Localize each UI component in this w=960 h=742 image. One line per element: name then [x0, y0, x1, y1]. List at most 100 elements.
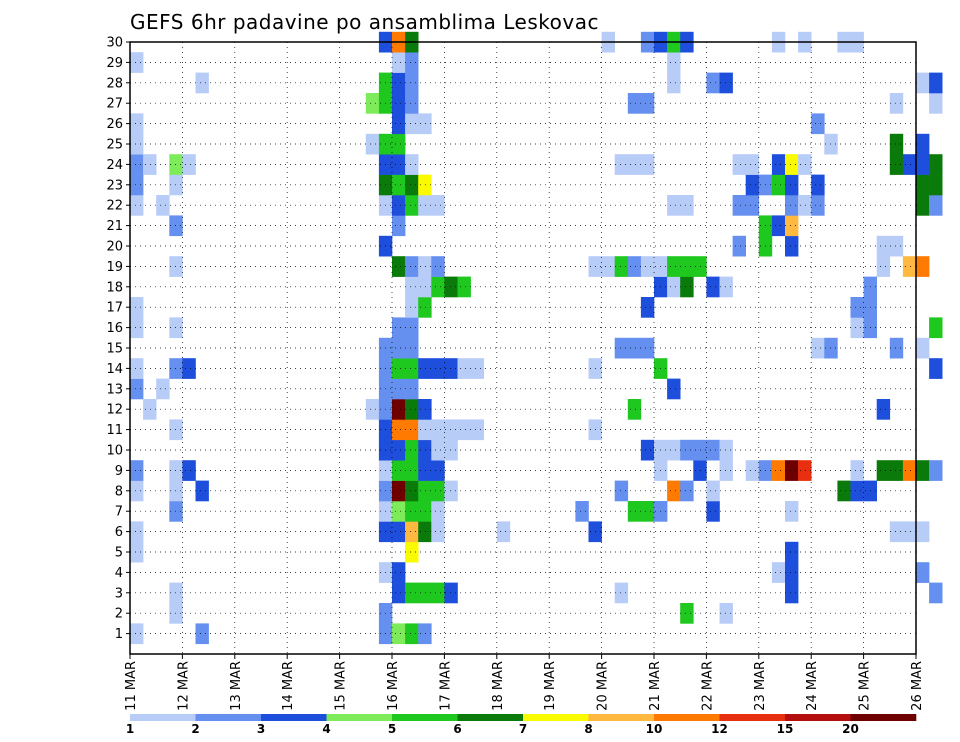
heatmap-cell — [444, 480, 458, 502]
y-tick-label: 6 — [115, 525, 123, 540]
heatmap-cell — [889, 337, 904, 359]
heatmap-cell — [785, 501, 799, 522]
dotted-grid — [130, 41, 916, 654]
heatmap-cell — [811, 195, 825, 216]
heatmap-cell — [601, 256, 615, 277]
heatmap-cell — [680, 276, 694, 298]
heatmap-cell — [837, 480, 851, 502]
heatmap-cell — [130, 113, 144, 135]
heatmap-cell — [405, 174, 419, 196]
heatmap-cell — [392, 378, 406, 400]
heatmap-cell — [365, 133, 380, 155]
heatmap-cell — [392, 113, 406, 135]
heatmap-cell — [418, 297, 432, 318]
heatmap-cell — [405, 72, 419, 94]
heatmap-cell — [706, 439, 720, 461]
y-axis: 1234567891011121314151617181920212223242… — [106, 36, 130, 642]
heatmap-cell — [627, 93, 642, 114]
heatmap-cell — [392, 623, 406, 645]
heatmap-cell — [732, 154, 746, 175]
heatmap-cell — [130, 541, 144, 563]
heatmap-cell — [130, 52, 144, 73]
heatmap-cell — [392, 52, 406, 73]
heatmap-cell — [405, 297, 419, 318]
colorbar-tick-label: 15 — [777, 722, 794, 736]
heatmap-cell — [392, 154, 406, 175]
heatmap-cell — [130, 297, 144, 318]
x-tick-label: 25 MAR — [858, 661, 873, 711]
y-tick-label: 30 — [106, 36, 123, 51]
heatmap-cell — [392, 256, 406, 277]
heatmap-cell — [876, 235, 891, 257]
y-tick-label: 7 — [115, 505, 123, 520]
heatmap-cell — [916, 521, 930, 543]
heatmap-cell — [667, 480, 681, 502]
heatmap-cell — [680, 256, 694, 277]
y-tick-label: 3 — [115, 586, 123, 601]
heatmap-cell — [130, 154, 144, 175]
heatmap-cell — [916, 195, 930, 216]
heatmap-cell — [392, 72, 406, 94]
x-tick-label: 13 MAR — [229, 661, 244, 711]
heatmap-cell — [392, 419, 406, 441]
heatmap-cell — [889, 521, 904, 543]
y-tick-label: 22 — [106, 199, 123, 214]
heatmap-cell — [902, 154, 917, 175]
heatmap-cell — [405, 419, 419, 441]
y-tick-label: 16 — [106, 321, 123, 336]
x-axis: 11 MAR 12 MAR 13 MAR 14 MAR 15 MAR 16 MAR 17 M… — [124, 654, 925, 711]
heatmap-cell — [614, 256, 629, 277]
heatmap-cell — [418, 480, 432, 502]
heatmap-cell — [405, 93, 419, 114]
x-tick-label: 26 MAR — [910, 661, 925, 711]
heatmap-cell — [889, 235, 904, 257]
y-tick-label: 5 — [115, 546, 123, 561]
heatmap-cell — [876, 460, 891, 481]
heatmap-cell — [392, 521, 406, 543]
heatmap-cell — [182, 358, 196, 379]
y-tick-label: 10 — [106, 444, 123, 459]
heatmap-cell — [575, 501, 589, 522]
y-tick-label: 28 — [106, 76, 123, 91]
heatmap-cell — [418, 358, 432, 379]
heatmap-cell — [811, 113, 825, 135]
y-tick-label: 25 — [106, 138, 123, 153]
heatmap-cell — [640, 337, 655, 359]
heatmap-cell — [785, 460, 799, 481]
heatmap-cell — [392, 174, 406, 196]
heatmap-cell — [405, 52, 419, 73]
heatmap-cell — [929, 460, 943, 481]
heatmap-cell — [916, 72, 930, 94]
heatmap-cell — [418, 460, 432, 481]
heatmap-cell — [392, 317, 406, 339]
heatmap-cell — [667, 72, 681, 94]
heatmap-cell — [889, 133, 904, 155]
heatmap-cell — [130, 358, 144, 379]
heatmap-cell — [929, 317, 943, 339]
heatmap-cell — [667, 256, 681, 277]
colorbar-tick-label: 6 — [453, 722, 461, 736]
heatmap-cell — [916, 174, 930, 196]
heatmap-cell — [392, 562, 406, 583]
heatmap-cell — [405, 460, 419, 481]
heatmap-cell — [418, 521, 432, 543]
heatmap-cell — [130, 460, 144, 481]
heatmap-cell — [405, 378, 419, 400]
x-tick-label: 19 MAR — [543, 661, 558, 711]
y-tick-label: 11 — [106, 423, 123, 438]
heatmap-cell — [365, 399, 380, 420]
heatmap-cell — [680, 603, 694, 624]
colorbar-tick-label: 20 — [842, 722, 859, 736]
heatmap-cell — [392, 358, 406, 379]
heatmap-cell — [392, 399, 406, 420]
heatmap-cell — [640, 297, 655, 318]
heatmap-cell — [130, 521, 144, 543]
heatmap-cell — [418, 256, 432, 277]
heatmap-cell — [732, 235, 746, 257]
colorbar-swatch — [523, 714, 589, 721]
heatmap-cell — [889, 154, 904, 175]
colorbar-tick-label: 1 — [126, 722, 134, 736]
heatmap-cell — [457, 276, 471, 298]
x-tick-label: 14 MAR — [281, 661, 296, 711]
heatmap-cell — [785, 562, 799, 583]
